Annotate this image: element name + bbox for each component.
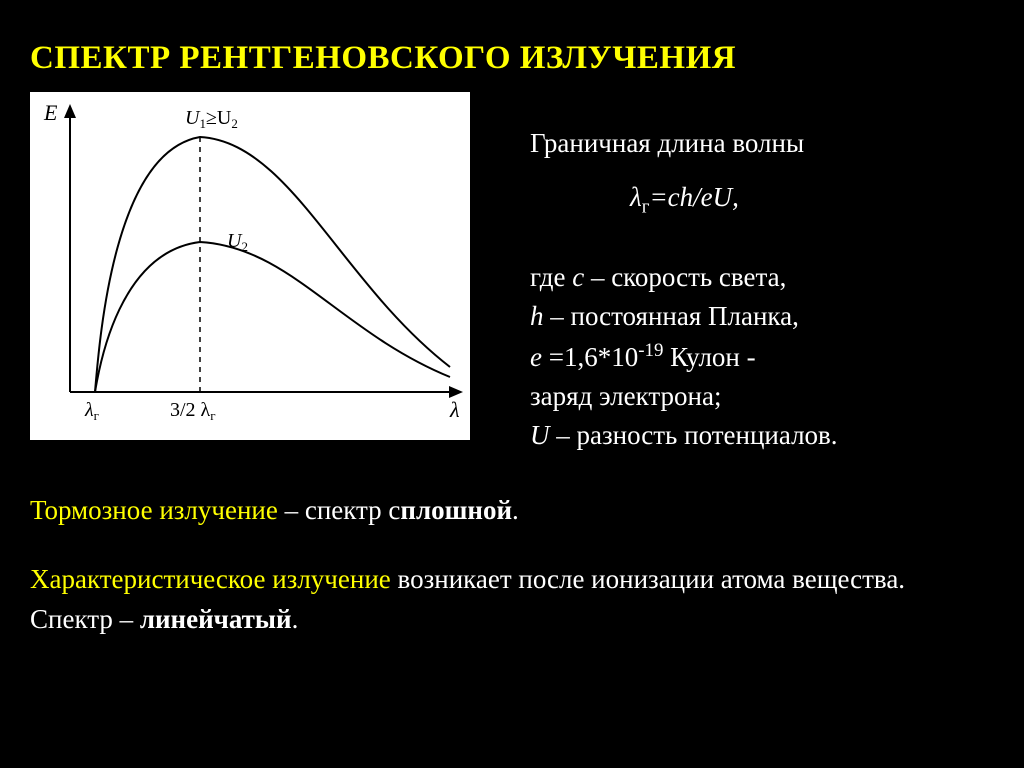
slide-title: СПЕКТР РЕНТГЕНОВСКОГО ИЗЛУЧЕНИЯ: [30, 40, 736, 77]
formula: λг=ch/eU,: [630, 179, 1000, 220]
x-axis-label: λ: [449, 397, 460, 422]
characteristic-line: Характеристическое излучение возникает п…: [30, 559, 994, 640]
def-e: e =1,6*10-19 Кулон -: [530, 337, 1000, 377]
def-c: где с – скорость света,: [530, 258, 1000, 297]
chart-container: E λ λг 3/2 λг U1≥U2 U2: [30, 92, 470, 440]
definitions: где с – скорость света, h – постоянная П…: [530, 258, 1000, 455]
curve1-label: U1≥U2: [185, 107, 238, 131]
def-h: h – постоянная Планка,: [530, 297, 1000, 336]
def-charge: заряд электрона;: [530, 377, 1000, 416]
bottom-text-block: Тормозное излучение – спектр сплошной. Х…: [30, 490, 994, 640]
curve2-label: U2: [227, 230, 248, 254]
bremsstrahlung-line: Тормозное излучение – спектр сплошной.: [30, 490, 994, 531]
y-axis-label: E: [43, 100, 58, 125]
x-tick-lambda-g: λг: [84, 399, 99, 423]
boundary-wavelength-label: Граничная длина волны: [530, 125, 1000, 161]
y-axis-arrow: [64, 104, 76, 118]
right-text-block: Граничная длина волны λг=ch/eU, где с – …: [530, 125, 1000, 455]
def-u: U – разность потенциалов.: [530, 416, 1000, 455]
x-tick-3-2-lambda-g: 3/2 λг: [170, 399, 216, 423]
xray-spectrum-chart: E λ λг 3/2 λг U1≥U2 U2: [30, 92, 470, 440]
